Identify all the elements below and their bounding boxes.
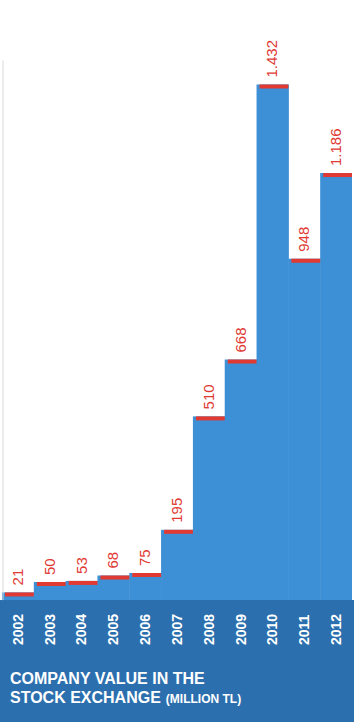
data-label: 668 (232, 327, 249, 352)
bar-cap (291, 259, 320, 263)
bar-cap (228, 360, 257, 364)
data-label: 75 (136, 549, 153, 566)
bottom-band (0, 600, 354, 722)
bar (288, 259, 320, 600)
bar-cap (196, 416, 225, 420)
x-tick: 2005 (105, 600, 121, 645)
y-axis (3, 61, 4, 601)
bar-cap (323, 173, 352, 177)
data-label: 21 (9, 569, 26, 586)
x-tick-label: 2011 (296, 614, 312, 645)
bar-cap (132, 573, 161, 577)
bars (2, 84, 352, 600)
x-tick: 2011 (296, 600, 312, 645)
bar (34, 582, 66, 600)
data-label: 1.432 (263, 40, 280, 78)
bar (257, 84, 289, 600)
bar (161, 530, 193, 600)
bar (193, 416, 225, 600)
x-tick: 2003 (42, 600, 58, 645)
x-tick: 2006 (137, 600, 153, 645)
x-tick-label: 2004 (73, 614, 89, 645)
x-tick-label: 2003 (42, 614, 58, 645)
data-labels: 21 50 53 68 75 195 510 668 1.432 948 1.186 (9, 40, 344, 586)
data-label: 53 (73, 557, 90, 574)
bar (320, 173, 352, 600)
bar-cap (164, 530, 193, 534)
y-axis-line (3, 61, 4, 601)
x-tick: 2007 (169, 600, 185, 645)
x-tick-label: 2008 (201, 614, 217, 645)
x-tick-label: 2009 (233, 614, 249, 645)
x-tick: 2004 (73, 600, 89, 645)
bar-cap (100, 576, 129, 580)
x-tick: 2002 (10, 600, 26, 645)
x-axis-line (3, 600, 353, 601)
x-tick: 2012 (328, 600, 344, 645)
x-tick-label: 2007 (169, 614, 185, 645)
bar-cap (69, 581, 98, 585)
x-tick-label: 2002 (10, 614, 26, 645)
x-tick: 2009 (233, 600, 249, 645)
x-tick-label: 2006 (137, 614, 153, 645)
data-label: 948 (295, 227, 312, 252)
bar (66, 581, 98, 600)
bar-cap (5, 592, 34, 596)
subtitle: (MILLION TL) (166, 692, 241, 706)
bar (2, 592, 34, 600)
x-tick-label: 2005 (105, 614, 121, 645)
data-label: 50 (41, 558, 58, 575)
data-label: 510 (200, 384, 217, 409)
bar-cap (260, 84, 289, 88)
bar (97, 576, 129, 600)
bar (225, 360, 257, 600)
bar (129, 573, 161, 600)
x-axis: 2002 2003 2004 2005 2006 2007 2008 2009 2010 2011… (3, 600, 353, 645)
bar-cap (37, 582, 66, 586)
x-tick: 2008 (201, 600, 217, 645)
chart: 2002 2003 2004 2005 2006 2007 2008 2009 2010 2011… (0, 0, 354, 722)
data-label: 68 (104, 552, 121, 569)
data-label: 1.186 (327, 128, 344, 166)
x-tick-label: 2012 (328, 614, 344, 645)
x-tick-label: 2010 (264, 614, 280, 645)
data-label: 195 (168, 498, 185, 523)
x-tick: 2010 (264, 600, 280, 645)
